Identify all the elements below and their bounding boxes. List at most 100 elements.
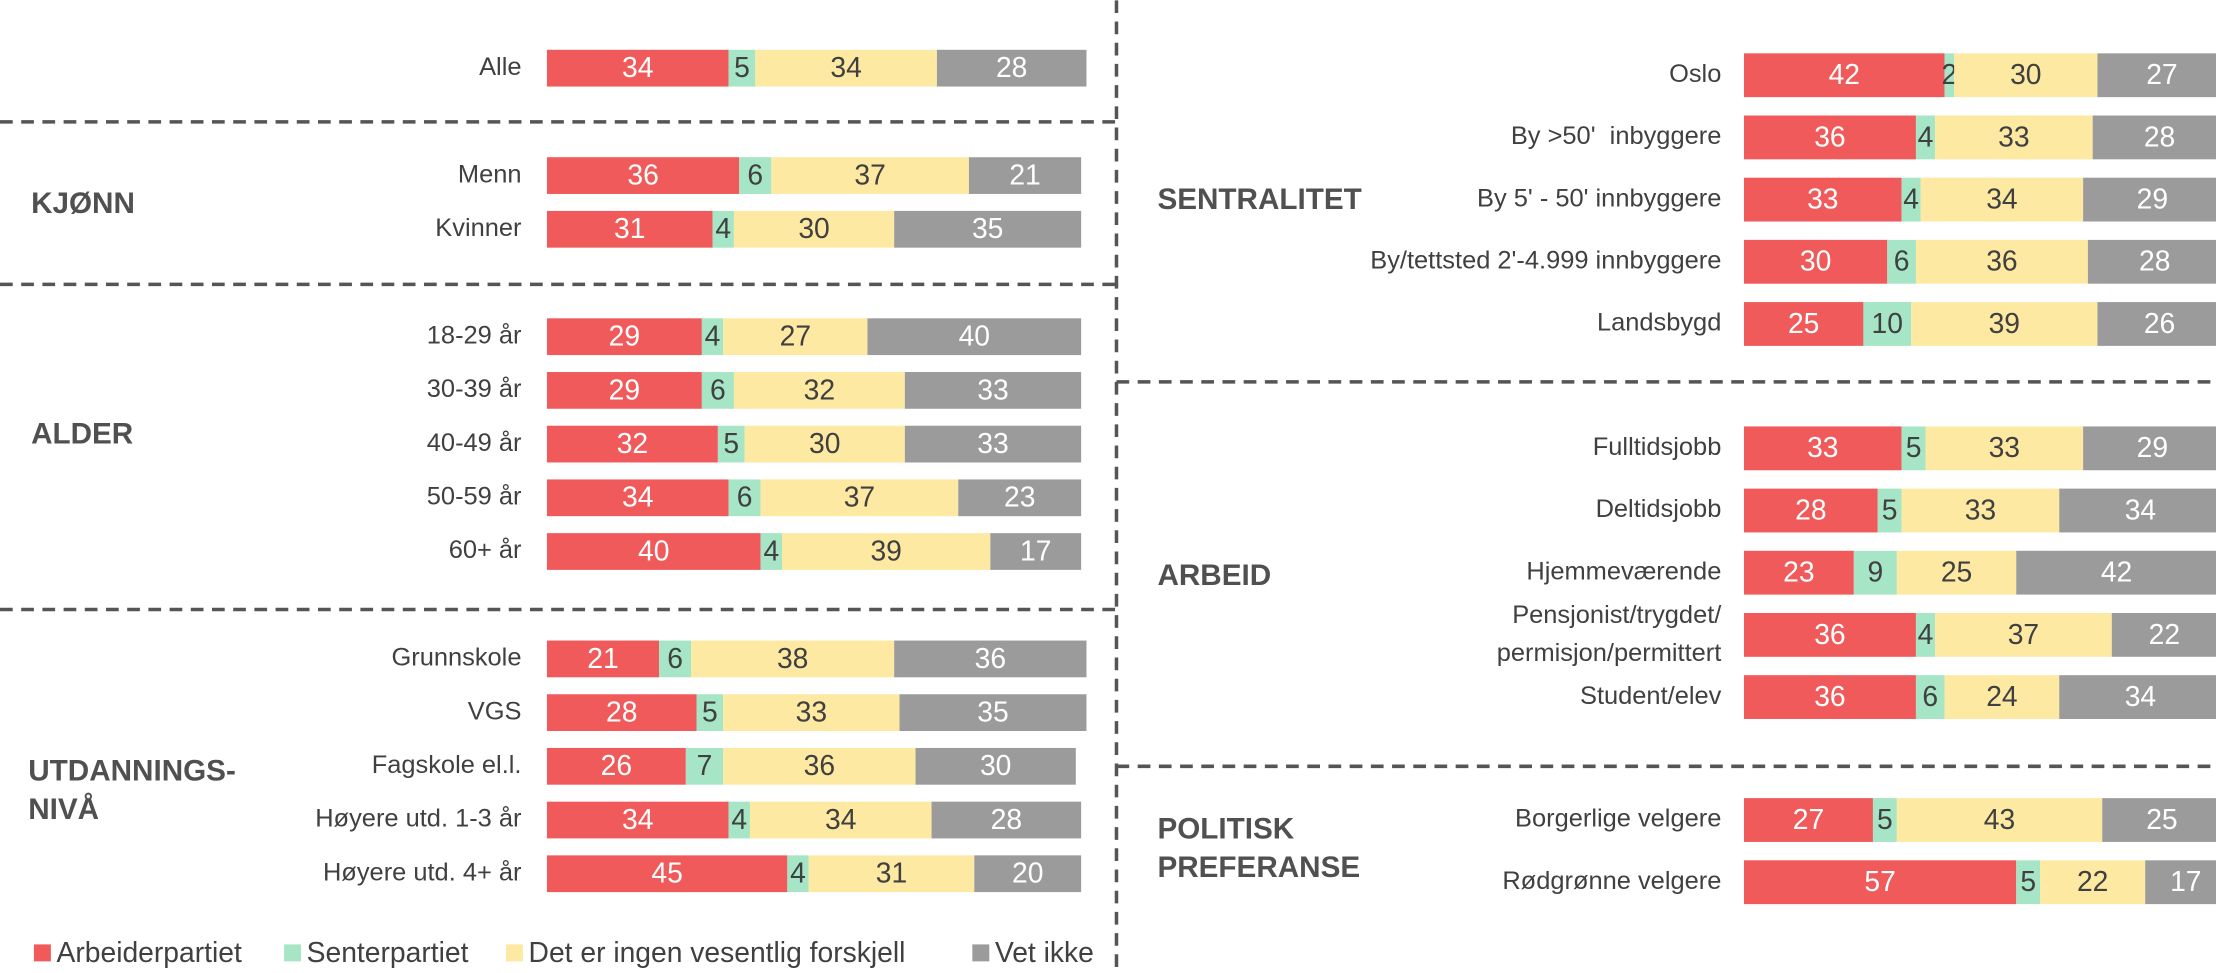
bar-segment <box>1944 675 2060 719</box>
bar-segment <box>771 157 969 194</box>
bar-segment <box>2083 177 2216 222</box>
legend-label: Senterpartiet <box>307 936 469 968</box>
bar-segment <box>808 855 975 893</box>
bar-segment <box>1743 612 1916 657</box>
value-label: 34 <box>622 481 653 513</box>
bar-segment <box>701 372 734 409</box>
bar-segment <box>2092 115 2216 160</box>
bar-segment <box>691 640 895 678</box>
bar-segment <box>1743 426 1902 471</box>
value-label: 25 <box>2146 803 2177 835</box>
bar-segment <box>728 479 761 517</box>
value-label: 4 <box>1918 120 1934 152</box>
value-label: 24 <box>1986 680 2017 712</box>
bar-segment <box>685 747 724 785</box>
bar-segment <box>1743 115 1916 160</box>
bar-segment <box>2097 53 2216 98</box>
legend-label: Arbeiderpartiet <box>57 936 242 968</box>
value-label: 29 <box>2137 182 2168 214</box>
value-label: 4 <box>731 803 747 835</box>
value-label: 34 <box>622 51 653 83</box>
value-label: 10 <box>1872 307 1903 339</box>
category-label: Høyere utd. 4+ år <box>323 858 522 886</box>
value-label: 36 <box>1986 245 2017 277</box>
category-label: 50-59 år <box>427 483 522 511</box>
legend-swatch <box>33 944 51 962</box>
bar-segment <box>546 747 686 785</box>
value-label: 40 <box>959 320 990 352</box>
value-label: 17 <box>2170 865 2201 897</box>
value-label: 30 <box>980 749 1011 781</box>
bar-segment <box>546 801 729 839</box>
bar-segment <box>728 49 756 87</box>
bar-segment <box>904 425 1082 463</box>
value-label: 37 <box>2008 618 2039 650</box>
category-label: 40-49 år <box>427 429 522 457</box>
legend-swatch <box>284 944 302 962</box>
bar-segment <box>2083 426 2216 471</box>
value-label: 33 <box>977 427 1008 459</box>
value-label: 5 <box>1882 493 1898 525</box>
bar-segment <box>1743 550 1854 595</box>
value-label: 35 <box>977 696 1008 728</box>
value-label: 4 <box>1903 182 1919 214</box>
value-label: 36 <box>627 158 658 190</box>
bar-segment <box>968 157 1082 194</box>
bar-segment <box>546 533 761 570</box>
value-label: 5 <box>734 51 750 83</box>
bar-segment <box>2016 860 2041 905</box>
bar-segment <box>1743 177 1902 222</box>
value-label: 27 <box>2146 58 2177 90</box>
value-label: 32 <box>804 373 835 405</box>
value-label: 42 <box>2101 556 2132 588</box>
bar-segment <box>659 640 692 678</box>
bar-segment <box>546 157 740 194</box>
value-label: 33 <box>1807 431 1838 463</box>
value-label: 2 <box>1942 58 1958 90</box>
value-label: 4 <box>715 212 731 244</box>
legend-label: Det er ingen vesentlig forskjell <box>529 936 906 968</box>
value-label: 34 <box>830 51 861 83</box>
bar-segment <box>931 801 1082 839</box>
value-label: 26 <box>2144 307 2175 339</box>
value-label: 23 <box>1004 481 1035 513</box>
bar-segment <box>1911 302 2098 346</box>
value-label: 36 <box>1814 680 1845 712</box>
bar-segment <box>744 425 905 463</box>
bar-segment <box>2040 860 2146 905</box>
bar-segment <box>1853 550 1897 595</box>
category-label: By/tettsted 2'-4.999 innbyggere <box>1370 247 1721 275</box>
category-label: VGS <box>468 697 522 725</box>
bar-segment <box>1743 53 1945 98</box>
bar-segment <box>1935 115 2093 160</box>
bar-segment <box>894 640 1087 678</box>
bar-segment <box>2087 239 2216 284</box>
bar-segment <box>2097 302 2216 346</box>
bar-segment <box>1877 488 1902 533</box>
bar-segment <box>1896 798 2103 842</box>
bar-segment <box>1915 115 1936 160</box>
bar-segment <box>1935 612 2112 657</box>
value-label: 31 <box>614 212 645 244</box>
category-label: Grunnskole <box>391 644 521 672</box>
value-label: 36 <box>1814 618 1845 650</box>
category-label: Pensjonist/trygdet/permisjon/permittert <box>1497 601 1723 667</box>
category-label: Hjemmeværende <box>1526 557 1721 585</box>
value-label: 30 <box>809 427 840 459</box>
value-label: 34 <box>2125 493 2156 525</box>
bar-segment <box>546 694 697 731</box>
value-label: 33 <box>1989 431 2020 463</box>
value-label: 34 <box>1986 182 2017 214</box>
value-label: 43 <box>1984 803 2015 835</box>
value-label: 4 <box>1918 618 1934 650</box>
value-label: 34 <box>622 803 653 835</box>
bar-segment <box>1743 798 1873 842</box>
value-label: 38 <box>777 642 808 674</box>
bar-segment <box>958 479 1082 517</box>
category-label: 60+ år <box>449 536 522 564</box>
value-label: 5 <box>1906 431 1922 463</box>
bar-segment <box>1896 550 2017 595</box>
value-label: 17 <box>1020 534 1051 566</box>
bar-segment <box>1915 675 1945 719</box>
